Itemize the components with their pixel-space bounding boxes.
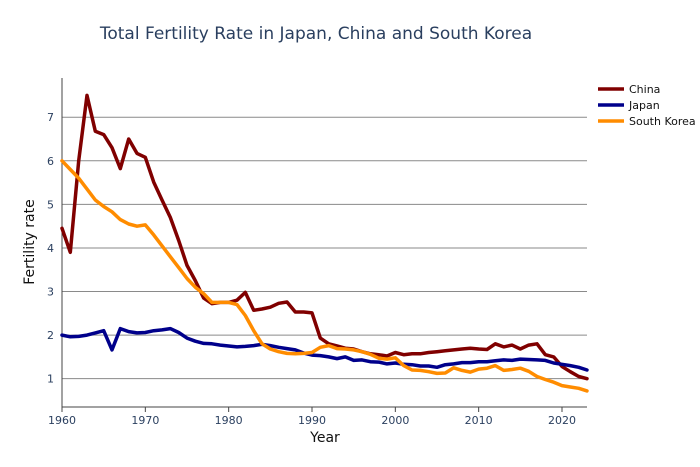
series-lines xyxy=(60,93,589,393)
x-tick-label: 2010 xyxy=(465,414,493,427)
x-tick-label: 2000 xyxy=(381,414,409,427)
y-tick-label: 4 xyxy=(47,242,54,255)
y-tick-label: 7 xyxy=(47,111,54,124)
chart-title: Total Fertility Rate in Japan, China and… xyxy=(99,24,532,44)
y-tick-label: 6 xyxy=(47,155,54,168)
y-tick-label: 5 xyxy=(47,198,54,211)
x-tick-label: 1990 xyxy=(298,414,326,427)
legend: China Japan South Korea xyxy=(598,83,696,128)
x-tick-label: 1970 xyxy=(131,414,159,427)
x-tick-label: 2020 xyxy=(548,414,576,427)
series-line-china xyxy=(60,93,589,381)
series-line-south-korea xyxy=(60,159,589,393)
y-tick-label: 2 xyxy=(47,329,54,342)
y-tick-label: 1 xyxy=(47,373,54,386)
y-axis-title: Fertility rate xyxy=(22,199,38,284)
legend-label-china: China xyxy=(629,83,660,96)
x-axis-title: Year xyxy=(309,430,340,446)
legend-label-japan: Japan xyxy=(628,99,660,112)
x-tick-label: 1960 xyxy=(48,414,76,427)
legend-label-south-korea: South Korea xyxy=(629,115,696,128)
series-line-japan xyxy=(60,326,589,372)
x-axis-ticks: 1960 1970 1980 1990 2000 2010 2020 xyxy=(48,407,576,427)
y-tick-label: 3 xyxy=(47,286,54,299)
gridlines xyxy=(62,116,587,380)
y-axis-ticks: 1 2 3 4 5 6 7 xyxy=(47,111,54,385)
axes xyxy=(61,78,587,408)
x-tick-label: 1980 xyxy=(215,414,243,427)
